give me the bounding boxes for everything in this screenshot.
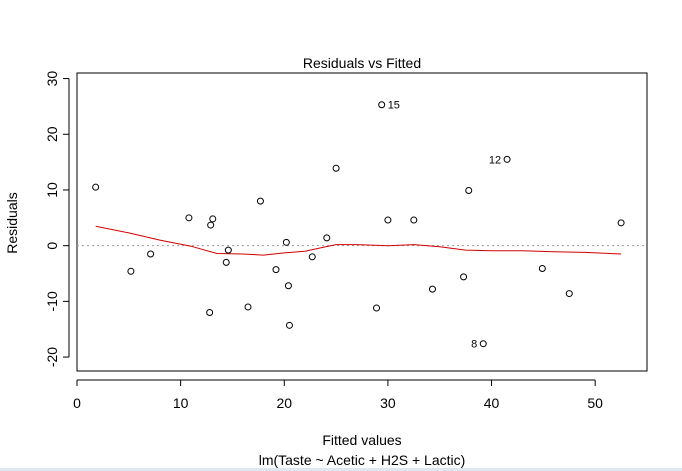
data-point [92,183,100,191]
y-tick-label: -20 [44,347,60,367]
point-label: 15 [388,100,400,112]
data-point [209,215,217,223]
data-point [503,155,511,163]
window-bottom-edge [0,468,682,471]
y-tick-label: 0 [44,242,60,250]
data-point [285,321,293,329]
data-point [384,216,392,224]
data-point [565,290,573,298]
data-point [323,234,331,242]
data-point [282,238,290,246]
data-point [127,267,135,275]
y-tick-label: 10 [44,182,60,198]
data-point [479,340,487,348]
plot-frame [76,72,648,372]
data-point [465,187,473,195]
points-layer [92,101,625,348]
x-tick-label: 0 [73,395,81,411]
point-label: 12 [489,154,501,166]
y-axis: -20 -10 0 10 20 30 [44,71,70,367]
data-point [428,285,436,293]
y-axis-label: Residuals [4,192,20,253]
data-point [460,273,468,281]
data-point [538,265,546,273]
x-axis: 0 10 20 30 40 50 [73,379,603,411]
chart-title: Residuals vs Fitted [303,55,421,71]
data-point [207,221,215,229]
y-tick-label: 30 [44,71,60,87]
data-point [185,214,193,222]
data-point [222,258,230,266]
data-point [284,282,292,290]
data-point [332,164,340,172]
data-point [256,197,264,205]
smooth-line [95,225,622,256]
data-point [378,101,386,109]
data-point [224,246,232,254]
x-tick-label: 40 [484,395,500,411]
data-point [410,216,418,224]
x-tick-label: 10 [173,395,189,411]
x-tick-label: 50 [587,395,603,411]
point-labels-layer: 15 8 12 [388,100,501,351]
data-point [617,219,625,227]
data-point [272,266,280,274]
data-point [308,253,316,261]
data-point [244,303,252,311]
x-tick-label: 30 [380,395,396,411]
data-point [373,304,381,312]
y-tick-label: 20 [44,126,60,142]
model-subtitle: lm(Taste ~ Acetic + H2S + Lactic) [259,452,466,468]
data-point [147,250,155,258]
x-axis-label: Fitted values [322,432,401,448]
x-tick-label: 20 [276,395,292,411]
point-label: 8 [471,339,477,351]
data-point [206,309,214,317]
y-tick-label: -10 [44,291,60,311]
